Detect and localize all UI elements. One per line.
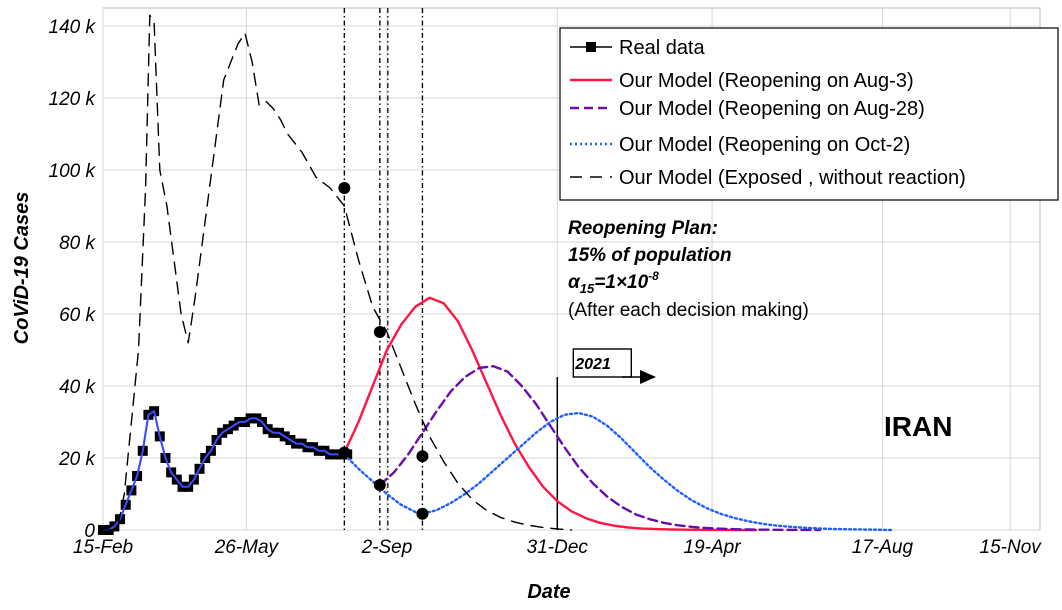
year-box — [572, 348, 633, 378]
y-tick-label: 20 k — [58, 449, 96, 470]
year-label: 2021 — [574, 356, 611, 373]
legend: Real data Our Model (Reopening on Aug-3)… — [559, 27, 1059, 201]
plan-alpha-eq: =1×10 — [594, 272, 648, 293]
y-tick-label: 40 k — [59, 377, 96, 398]
series-reopen-aug3 — [343, 296, 758, 532]
legend-marker-real-data — [586, 42, 596, 52]
series-reopen-oct2 — [343, 411, 893, 532]
plan-alpha: α15=1×10-8 — [568, 269, 659, 296]
x-tick-label: 2-Sep — [361, 537, 413, 558]
legend-label-aug28: Our Model (Reopening on Aug-28) — [619, 98, 925, 120]
x-tick-label: 17-Aug — [852, 537, 914, 558]
x-tick-label: 15-Nov — [980, 537, 1043, 558]
x-tick-label: 15-Feb — [73, 537, 133, 558]
legend-entry-real-data: Real data — [570, 37, 705, 59]
y-axis-title: CoViD-19 Cases — [11, 192, 33, 345]
plan-note: (After each decision making) — [568, 300, 809, 321]
decision-point — [373, 326, 386, 338]
legend-entry-oct2: Our Model (Reopening on Oct-2) — [570, 134, 910, 156]
series-layer — [98, 14, 893, 535]
legend-label-real-data: Real data — [619, 37, 705, 59]
plan-alpha-exp: -8 — [648, 269, 659, 283]
region-label: IRAN — [884, 411, 952, 442]
x-tick-label: 19-Apr — [684, 537, 742, 558]
y-tick-label: 100 k — [49, 161, 97, 182]
decision-point — [338, 446, 351, 459]
legend-box — [559, 27, 1059, 201]
legend-label-aug3: Our Model (Reopening on Aug-3) — [619, 70, 914, 92]
y-tick-label: 0 — [84, 521, 95, 542]
y-tick-label: 140 k — [49, 17, 97, 38]
legend-entry-aug28: Our Model (Reopening on Aug-28) — [570, 98, 925, 120]
decision-point — [338, 182, 351, 194]
x-axis-title: Date — [527, 581, 570, 603]
plan-title: Reopening Plan: — [568, 218, 718, 239]
y-tick-label: 120 k — [49, 89, 97, 110]
series-reopen-aug28 — [378, 365, 822, 532]
axis-ticks-layer: 0 20 k 40 k 60 k 80 k 100 k 120 k 140 k 15-Feb 26… — [49, 17, 1043, 558]
decision-point — [416, 507, 429, 520]
plan-alpha-symbol: α — [568, 272, 581, 293]
x-tick-label: 26-May — [214, 537, 280, 558]
y-tick-label: 80 k — [59, 233, 96, 254]
legend-label-oct2: Our Model (Reopening on Oct-2) — [619, 134, 910, 156]
y-tick-label: 60 k — [59, 305, 96, 326]
decision-lines-layer — [343, 8, 559, 530]
x-tick-label: 31-Dec — [527, 537, 589, 558]
decision-markers-layer — [338, 182, 429, 520]
legend-entry-aug3: Our Model (Reopening on Aug-3) — [570, 70, 914, 92]
decision-point — [416, 450, 429, 463]
year-arrow-head — [640, 370, 656, 384]
model-fit-line — [103, 409, 348, 531]
legend-entry-exposed: Our Model (Exposed , without reaction) — [570, 167, 966, 189]
series-exposed — [102, 14, 573, 531]
plan-population: 15% of population — [568, 245, 732, 266]
year-marker: 2021 — [572, 348, 656, 384]
legend-label-exposed: Our Model (Exposed , without reaction) — [619, 167, 966, 189]
decision-point — [373, 479, 386, 491]
plan-alpha-sub: 15 — [580, 281, 595, 296]
